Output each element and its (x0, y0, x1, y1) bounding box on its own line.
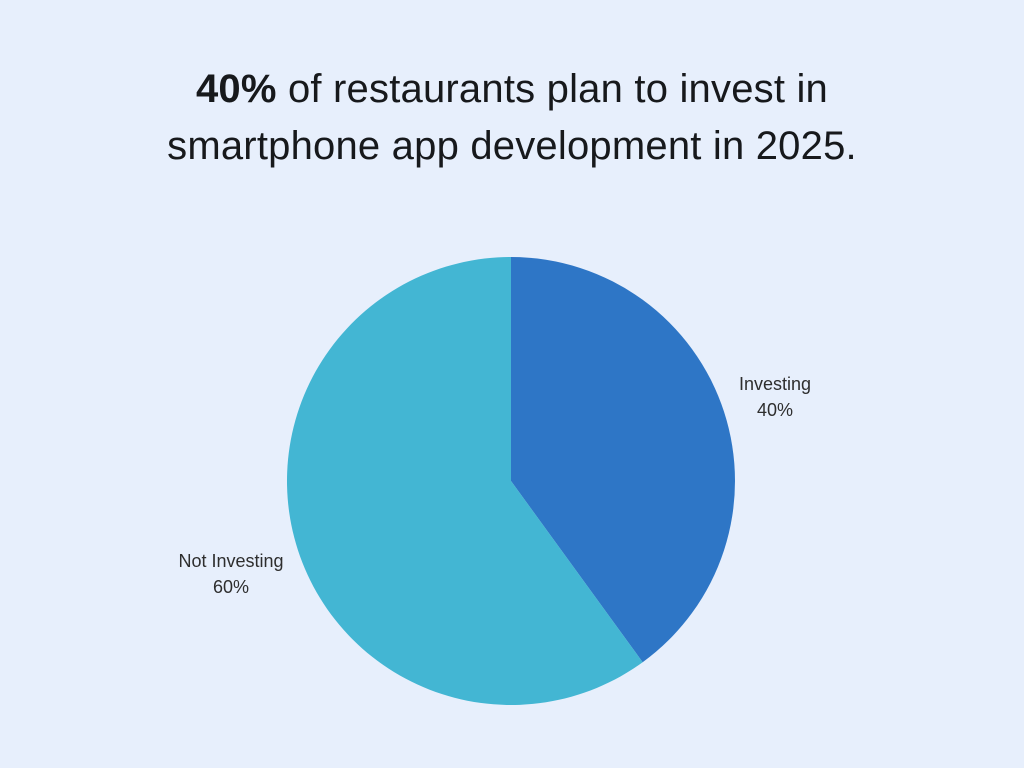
label-not-investing-value: 60% (212, 577, 250, 597)
label-investing-name: Investing (738, 374, 812, 394)
label-not-investing-name: Not Investing (178, 551, 284, 571)
title-line-1: 40% of restaurants plan to invest in (0, 61, 1024, 118)
label-investing-value: 40% (756, 400, 794, 420)
title-highlight-percent: 40% (195, 66, 277, 111)
title-line-2: smartphone app development in 2025. (167, 123, 857, 168)
pie-slice-not-investing (286, 256, 643, 705)
title-line-1-text: of restaurants plan to invest in (276, 66, 829, 111)
label-investing: Investing 40% (739, 371, 811, 423)
page-title: 40% of restaurants plan to invest in sma… (0, 61, 1024, 175)
pie-chart-svg (286, 256, 735, 705)
label-not-investing: Not Investing 60% (178, 548, 283, 600)
pie-slice-investing (511, 257, 735, 663)
pie-chart (281, 251, 741, 711)
